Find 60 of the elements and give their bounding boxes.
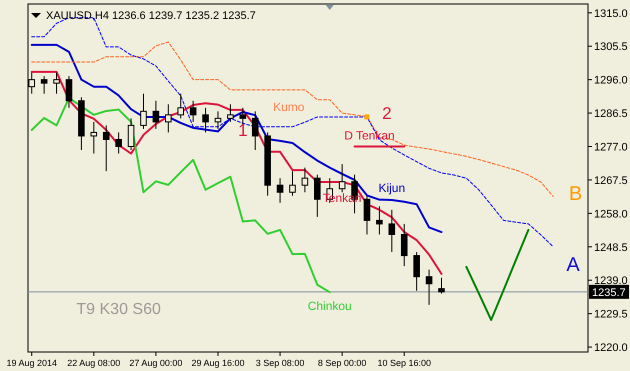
candlestick bbox=[190, 100, 196, 122]
candlestick bbox=[314, 174, 321, 218]
x-tick-label: 27 Aug 00:00 bbox=[129, 358, 182, 368]
text: XAUUSD,H4 1236.6 1239.7 1235.2 1235.7 bbox=[46, 10, 256, 22]
candlestick bbox=[302, 167, 308, 193]
x-tick-label: 29 Aug 16:00 bbox=[191, 358, 245, 368]
candlestick bbox=[400, 223, 408, 267]
series-label: Kijun bbox=[378, 180, 406, 195]
line-series bbox=[465, 228, 530, 321]
annotation: 1 bbox=[238, 120, 248, 140]
y-tick-label: 1248.5 bbox=[594, 242, 628, 254]
candlestick bbox=[276, 178, 284, 204]
x-tick-label: 22 Aug 08:00 bbox=[67, 358, 120, 368]
y-tick-label: 1305.5 bbox=[594, 41, 628, 54]
candlestick bbox=[140, 93, 147, 130]
candlestick bbox=[413, 252, 420, 292]
x-tick-label: 3 Sep 08:00 bbox=[256, 358, 304, 368]
candlestick bbox=[289, 170, 296, 196]
annotation: T9 K30 S60 bbox=[76, 300, 161, 318]
candlestick bbox=[376, 206, 383, 235]
y-tick-label: 1277.0 bbox=[594, 142, 628, 154]
line-series bbox=[30, 70, 442, 275]
line-series bbox=[30, 44, 442, 234]
y-tick-label: 1267.5 bbox=[594, 174, 628, 187]
series-label: Chinkou bbox=[308, 299, 352, 314]
candlestick bbox=[53, 72, 60, 94]
candlestick bbox=[438, 277, 445, 294]
y-tick-label: 1286.5 bbox=[594, 108, 628, 120]
y-tick-label: 1258.0 bbox=[594, 208, 628, 220]
candlestick bbox=[177, 93, 184, 119]
annotation: Kumo bbox=[273, 100, 305, 114]
y-tick-label: 1315.0 bbox=[594, 8, 628, 20]
candlestick bbox=[338, 164, 346, 193]
text: A bbox=[566, 254, 580, 276]
candlestick bbox=[388, 209, 396, 253]
candlestick bbox=[252, 110, 259, 151]
candlestick bbox=[227, 104, 234, 122]
y-tick-label: 1220.0 bbox=[594, 342, 628, 354]
candlestick bbox=[115, 132, 122, 154]
y-tick-label: 1296.0 bbox=[594, 74, 628, 87]
candlestick bbox=[426, 269, 432, 306]
ref-line-label: 1235.7 bbox=[592, 286, 626, 299]
candlestick bbox=[214, 110, 222, 130]
x-tick-label: 10 Sep 16:00 bbox=[377, 358, 432, 368]
candlestick bbox=[102, 124, 110, 172]
text: B bbox=[568, 182, 582, 205]
candlestick bbox=[128, 118, 134, 151]
candlestick bbox=[90, 121, 98, 154]
y-tick-label: 1229.5 bbox=[594, 308, 628, 321]
candlestick bbox=[165, 104, 172, 133]
candlestick bbox=[66, 76, 72, 108]
y-tick-label: 1239.0 bbox=[594, 275, 628, 288]
annotation: 2 bbox=[382, 104, 392, 124]
candlestick bbox=[240, 107, 246, 126]
x-tick-label: 8 Sep 00:00 bbox=[318, 358, 366, 368]
candlestick bbox=[202, 107, 209, 133]
candlestick bbox=[364, 195, 370, 235]
candlestick bbox=[152, 100, 160, 130]
candlestick bbox=[40, 76, 48, 94]
x-tick-label: 19 Aug 2014 bbox=[6, 358, 58, 368]
